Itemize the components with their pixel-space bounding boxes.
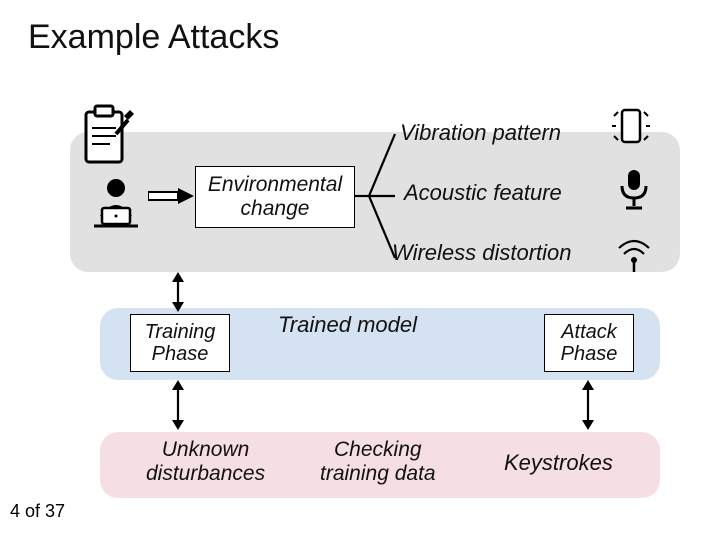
- training-phase-box: Training Phase: [130, 314, 230, 372]
- wireless-icon: [614, 232, 654, 272]
- attack-phase-label: Attack Phase: [561, 321, 618, 365]
- user-laptop-icon: [86, 176, 146, 230]
- page-title: Example Attacks: [28, 18, 279, 57]
- microphone-icon: [618, 168, 650, 210]
- checking-data-label: Checking training data: [320, 438, 436, 486]
- trained-model-label: Trained model: [278, 312, 417, 338]
- phone-vibration-icon: [608, 106, 654, 146]
- training-phase-label: Training Phase: [145, 321, 216, 365]
- acoustic-label: Acoustic feature: [404, 180, 562, 206]
- attack-phase-box: Attack Phase: [544, 314, 634, 372]
- arrow-attack-pink-double: [578, 380, 598, 430]
- arrow-train-pink-double: [168, 380, 188, 430]
- unknown-disturbances-label: Unknown disturbances: [146, 438, 265, 486]
- clipboard-icon: [80, 102, 136, 168]
- arrow-train-env-double: [168, 272, 188, 312]
- keystrokes-label: Keystrokes: [504, 450, 613, 476]
- environmental-change-label: Environmental change: [208, 173, 342, 221]
- wireless-label: Wireless distortion: [392, 240, 572, 266]
- panel-environment: [70, 132, 680, 272]
- vibration-label: Vibration pattern: [400, 120, 561, 146]
- page-counter: 4 of 37: [10, 501, 65, 522]
- environmental-change-box: Environmental change: [195, 166, 355, 228]
